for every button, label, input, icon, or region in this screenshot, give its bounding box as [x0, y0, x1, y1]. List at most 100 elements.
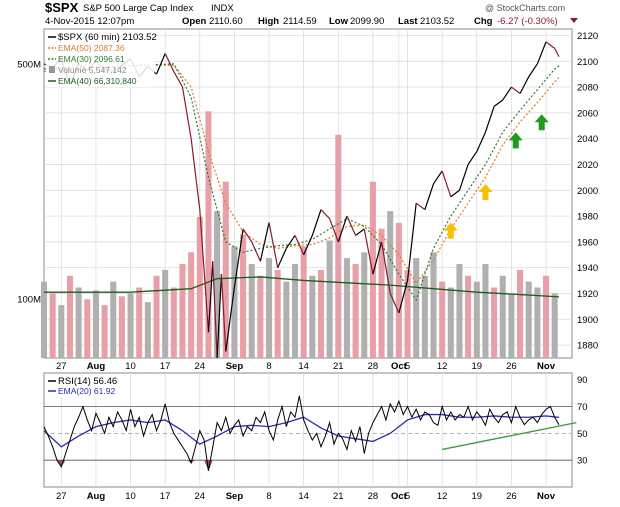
- price-line-segment: [441, 170, 452, 197]
- volume-bar: [369, 181, 376, 358]
- volume-bar: [283, 281, 290, 358]
- price-line-segment: [545, 41, 556, 49]
- price-x-tick-label: Aug: [87, 361, 106, 372]
- rsi-x-tick-label: 14: [298, 491, 309, 502]
- index-name: S&P 500 Large Cap Index: [83, 3, 193, 14]
- volume-bar: [266, 258, 273, 358]
- low-value: 2099.90: [350, 16, 384, 27]
- volume-bar: [291, 264, 299, 358]
- rsi-x-tick-label: 12: [437, 491, 448, 502]
- price-line-segment: [337, 215, 348, 243]
- price-line-segment: [212, 261, 218, 359]
- price-line-segment: [303, 235, 313, 256]
- rsi-y-tick-label: 90: [577, 375, 588, 386]
- volume-ema-line: [44, 276, 560, 298]
- volume-bar: [482, 264, 489, 358]
- volume-y-tick-label: 500M: [17, 59, 41, 70]
- rsi-line: [43, 395, 560, 471]
- volume-bar: [205, 111, 212, 358]
- volume-bar: [274, 269, 281, 358]
- price-y-tick-label: 1920: [577, 289, 598, 300]
- volume-bar: [430, 252, 437, 358]
- price-line-segment: [277, 248, 287, 268]
- price-line-segment: [173, 71, 184, 88]
- volume-bar: [179, 264, 186, 358]
- price-line-segment: [190, 138, 201, 210]
- price-y-tick-label: 2000: [577, 186, 598, 197]
- volume-y-tick-label: 100M: [17, 294, 41, 305]
- volume-bar: [491, 287, 498, 358]
- rsi-x-tick-label: Nov: [537, 491, 556, 502]
- volume-bar: [413, 258, 420, 358]
- high-value: 2114.59: [283, 16, 317, 27]
- price-line-segment: [216, 274, 223, 359]
- volume-bar: [162, 269, 169, 358]
- volume-bar: [335, 134, 342, 358]
- price-y-tick-label: 2040: [577, 134, 598, 145]
- price-legend-label: $SPX (60 min) 2103.52: [58, 32, 157, 43]
- yellow-up-arrow-icon: [478, 183, 493, 200]
- volume-bar: [525, 281, 532, 358]
- price-line-segment: [450, 189, 460, 198]
- price-y-tick-label: 1880: [577, 341, 598, 352]
- price-line-segment: [554, 48, 560, 58]
- volume-bar: [517, 269, 524, 358]
- price-line-segment: [329, 218, 339, 243]
- price-line-segment: [380, 241, 391, 294]
- price-line-segment: [424, 183, 435, 210]
- green-up-arrow-icon: [534, 114, 549, 131]
- volume-bar: [188, 252, 195, 358]
- price-legend-label: EMA(50) 2087.36: [58, 43, 125, 53]
- rsi-x-tick-label: 5: [405, 491, 410, 502]
- watermark: @ StockCharts.com: [485, 3, 565, 13]
- volume-bar: [404, 269, 411, 358]
- volume-bar: [300, 246, 307, 358]
- green-up-arrow-icon: [508, 132, 523, 149]
- price-x-tick-label: 5: [405, 361, 410, 372]
- last-label: Last: [398, 16, 418, 27]
- price-line-segment: [355, 228, 365, 236]
- rsi-legend-label: EMA(20) 61.92: [58, 386, 115, 396]
- volume-bar: [66, 275, 73, 358]
- volume-bar: [92, 290, 99, 358]
- last-value: 2103.52: [420, 16, 454, 27]
- volume-bar: [309, 275, 316, 358]
- volume-bar: [343, 258, 350, 358]
- volume-bar: [153, 275, 160, 358]
- rsi-legend-label: RSI(14) 56.46: [58, 376, 117, 387]
- price-line-segment: [433, 170, 443, 185]
- volume-bar: [543, 275, 550, 358]
- rsi-trendline: [442, 421, 577, 451]
- volume-bar: [378, 228, 385, 358]
- volume-bar: [196, 217, 203, 358]
- ema30-line: [43, 63, 560, 302]
- price-line-segment: [484, 106, 495, 133]
- volume-bar: [326, 240, 333, 358]
- price-x-tick-label: 21: [333, 361, 344, 372]
- price-y-tick-label: 1900: [577, 315, 598, 326]
- price-line-segment: [259, 222, 270, 262]
- volume-bar: [58, 305, 65, 358]
- price-x-tick-label: 14: [298, 361, 309, 372]
- volume-bar: [447, 287, 454, 358]
- volume-bar: [456, 264, 463, 358]
- volume-bar: [257, 275, 264, 358]
- price-y-tick-label: 1940: [577, 263, 598, 274]
- price-panel: 1880 1900 1920 1940 1960 1980 2000 2020 2040 2060…: [17, 28, 598, 372]
- rsi-x-tick-label: 19: [471, 491, 482, 502]
- price-x-tick-label: Oct: [391, 361, 408, 372]
- low-label: Low: [329, 16, 349, 27]
- rsi-x-tick-label: 21: [333, 491, 344, 502]
- price-x-tick-label: 8: [266, 361, 271, 372]
- volume-bar: [352, 264, 359, 358]
- price-x-tick-label: 17: [160, 361, 171, 372]
- price-line-segment: [467, 151, 478, 165]
- volume-bar: [421, 275, 428, 358]
- price-line-segment: [320, 209, 331, 220]
- price-x-tick-label: Nov: [537, 361, 556, 372]
- price-legend-label: EMA(40) 66,310,840: [58, 76, 137, 86]
- price-line-segment: [372, 241, 383, 275]
- symbol: $SPX: [45, 0, 79, 15]
- date-time: 4-Nov-2015 12:07pm: [45, 16, 134, 27]
